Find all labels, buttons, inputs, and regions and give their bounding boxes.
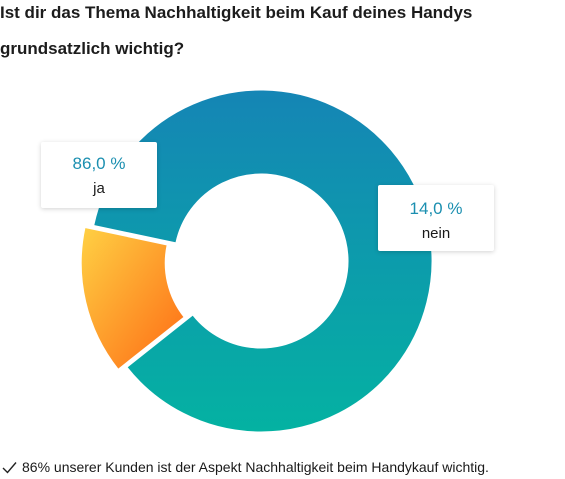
slice-ja[interactable] xyxy=(93,89,433,433)
checkmark-icon xyxy=(2,462,17,474)
data-label-ja: 86,0 % ja xyxy=(41,142,157,208)
data-label-nein-percent: 14,0 % xyxy=(409,199,463,218)
summary-note: 86% unserer Kunden ist der Aspekt Nachha… xyxy=(2,459,489,475)
summary-text: 86% unserer Kunden ist der Aspekt Nachha… xyxy=(22,459,489,475)
data-label-ja-percent: 86,0 % xyxy=(72,154,126,173)
data-label-nein: 14,0 % nein xyxy=(378,185,494,251)
chart-title: Ist dir das Thema Nachhaltigkeit beim Ka… xyxy=(0,3,473,58)
slice-nein[interactable] xyxy=(80,226,185,370)
data-label-nein-category: nein xyxy=(421,225,451,242)
data-label-ja-category: ja xyxy=(93,180,105,197)
